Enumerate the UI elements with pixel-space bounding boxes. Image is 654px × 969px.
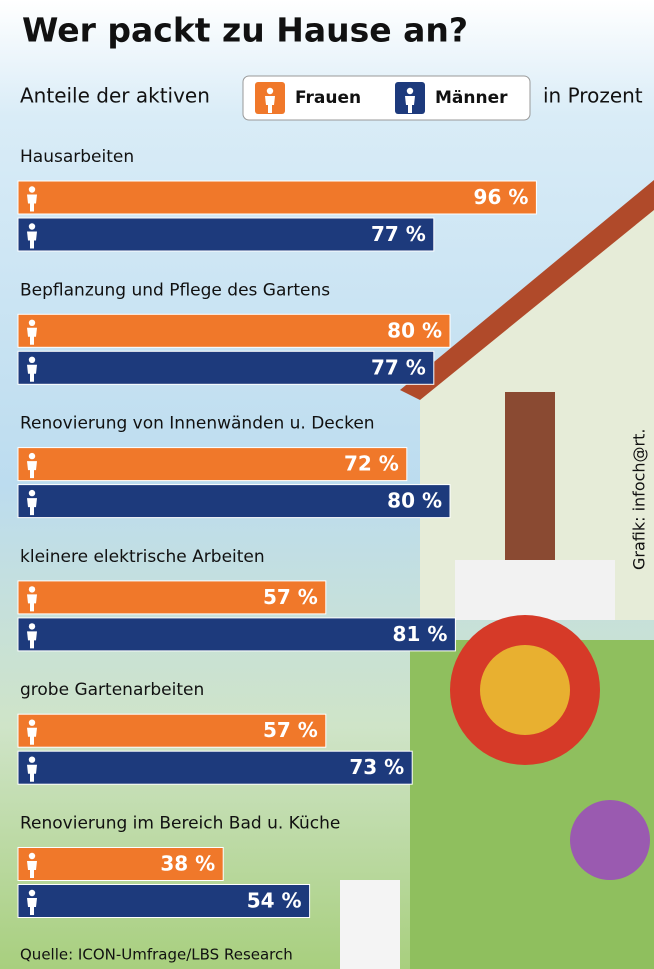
value-label: 73 % bbox=[349, 755, 404, 779]
person-icon bbox=[29, 623, 35, 629]
person-icon bbox=[29, 586, 35, 592]
person-icon bbox=[29, 490, 35, 496]
value-label: 57 % bbox=[263, 718, 318, 742]
category-label: kleinere elektrische Arbeiten bbox=[20, 547, 265, 567]
bar bbox=[18, 485, 450, 518]
legend-label: Männer bbox=[435, 88, 508, 108]
category-label: Renovierung im Bereich Bad u. Küche bbox=[20, 814, 340, 834]
category-label: Bepflanzung und Pflege des Gartens bbox=[20, 280, 330, 300]
value-label: 38 % bbox=[160, 852, 215, 876]
value-label: 54 % bbox=[247, 889, 302, 913]
value-label: 72 % bbox=[344, 452, 399, 476]
person-icon bbox=[29, 223, 35, 229]
person-icon bbox=[29, 890, 35, 896]
value-label: 77 % bbox=[371, 222, 426, 246]
chart: Wer packt zu Hause an? Anteile der aktiv… bbox=[0, 0, 654, 969]
chart-title: Wer packt zu Hause an? bbox=[22, 11, 468, 50]
person-icon bbox=[29, 757, 35, 763]
bar bbox=[18, 181, 536, 214]
value-label: 96 % bbox=[474, 185, 529, 209]
credit: Grafik: infoch@rt. bbox=[630, 429, 649, 570]
bar bbox=[18, 314, 450, 347]
bar bbox=[18, 618, 455, 651]
person-icon bbox=[29, 186, 35, 192]
legend-label: Frauen bbox=[295, 88, 361, 108]
value-label: 80 % bbox=[387, 489, 442, 513]
person-icon bbox=[29, 720, 35, 726]
category-label: Hausarbeiten bbox=[20, 147, 134, 167]
value-label: 77 % bbox=[371, 355, 426, 379]
source: Quelle: ICON-Umfrage/LBS Research bbox=[20, 946, 293, 964]
person-icon bbox=[267, 88, 273, 94]
category-label: Renovierung von Innenwänden u. Decken bbox=[20, 414, 375, 434]
value-label: 57 % bbox=[263, 585, 318, 609]
subtitle: Anteile der aktiven bbox=[20, 84, 210, 108]
person-icon bbox=[29, 853, 35, 859]
category-label: grobe Gartenarbeiten bbox=[20, 680, 204, 700]
value-label: 80 % bbox=[387, 318, 442, 342]
person-icon bbox=[29, 453, 35, 459]
value-label: 81 % bbox=[393, 622, 448, 646]
person-icon bbox=[29, 320, 35, 326]
unit-note: in Prozent bbox=[543, 84, 643, 108]
person-icon bbox=[29, 357, 35, 363]
person-icon bbox=[407, 88, 413, 94]
